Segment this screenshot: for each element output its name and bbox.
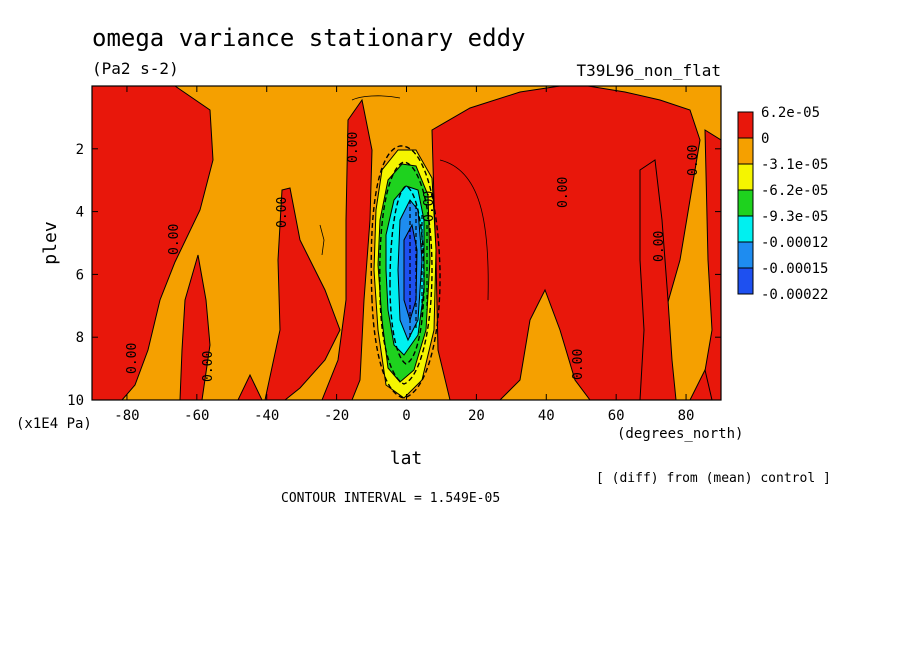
region-np-column — [699, 129, 721, 400]
colorbar-label: -0.00015 — [761, 261, 828, 277]
colorbar-swatch — [737, 189, 754, 217]
y-axis: 2 4 6 8 10 — [67, 142, 721, 409]
y-tick-label: 10 — [67, 393, 84, 409]
x-axis-label: lat — [390, 448, 423, 469]
contour-label: 0.00 — [652, 231, 667, 262]
negative-core — [370, 145, 441, 399]
thin-contours — [319, 95, 489, 301]
region-sp-high — [92, 86, 214, 400]
region-sh-tower-a — [179, 254, 211, 400]
contour-label: 0.00 — [556, 177, 571, 208]
colorbar-label: -9.3e-05 — [761, 209, 828, 225]
x-tick-label: 20 — [468, 408, 485, 424]
colorbar-label: 0 — [761, 131, 769, 147]
colorbar-swatch — [737, 163, 754, 191]
contour-label: 0.00 — [346, 132, 361, 163]
contour-interval: CONTOUR INTERVAL = 1.549E-05 — [281, 491, 500, 506]
colorbar-label: -6.2e-05 — [761, 183, 828, 199]
y-tick-label: 2 — [76, 142, 84, 158]
x-axis-units: (degrees_north) — [617, 426, 743, 442]
colorbar-label: -0.00022 — [761, 287, 828, 303]
colorbar-swatch — [737, 111, 754, 139]
y-axis-label: plev — [40, 221, 61, 264]
x-tick-label: -60 — [184, 408, 209, 424]
contour-label: 0.00 — [167, 224, 182, 255]
x-tick-label: -80 — [114, 408, 139, 424]
chart-units: (Pa2 s-2) — [92, 59, 179, 78]
region-tropical-west — [321, 98, 373, 400]
colorbar-swatch — [737, 215, 754, 243]
y-tick-label: 4 — [76, 205, 84, 221]
colorbar-swatch — [737, 267, 754, 295]
colorbar: 6.2e-05 0 -3.1e-05 -6.2e-05 -9.3e-05 -0.00012… — [737, 105, 828, 303]
y-axis-units: (x1E4 Pa) — [16, 416, 92, 432]
region-sh-tower-b — [264, 187, 341, 400]
contour-label: 0.00 — [201, 351, 216, 382]
x-tick-label: 80 — [678, 408, 695, 424]
chart-title: omega variance stationary eddy — [92, 24, 525, 52]
region-tropical-east — [431, 86, 701, 400]
x-tick-label: -20 — [324, 408, 349, 424]
x-tick-label: -40 — [254, 408, 279, 424]
x-tick-label: 60 — [608, 408, 625, 424]
plot-area: 0.00 0.00 0.00 0.00 0.00 0.00 0.00 0.00 … — [92, 86, 721, 400]
contour-label: 0.00 — [422, 191, 437, 222]
diff-note: [ (diff) from (mean) control ] — [596, 471, 831, 486]
region-ne-tower — [639, 159, 677, 400]
region-sh-base — [237, 373, 263, 400]
colorbar-label: -3.1e-05 — [761, 157, 828, 173]
x-tick-label: 40 — [538, 408, 555, 424]
positive-regions — [92, 86, 721, 400]
contour-label: 0.00 — [686, 145, 701, 176]
colorbar-label: -0.00012 — [761, 235, 828, 251]
y-tick-label: 8 — [76, 330, 84, 346]
colorbar-label: 6.2e-05 — [761, 105, 820, 121]
contour-line-labels: 0.00 0.00 0.00 0.00 0.00 0.00 0.00 0.00 … — [125, 132, 701, 382]
contour-label: 0.00 — [275, 197, 290, 228]
contour-label: 0.00 — [571, 349, 586, 380]
x-axis: -80 -60 -40 -20 0 20 40 60 80 — [114, 86, 694, 424]
colorbar-swatch — [737, 137, 754, 165]
y-tick-label: 6 — [76, 267, 84, 283]
colorbar-swatch — [737, 241, 754, 269]
contour-label: 0.00 — [125, 343, 140, 374]
run-label: T39L96_non_flat — [577, 61, 722, 80]
region-np-base — [689, 368, 713, 400]
x-tick-label: 0 — [402, 408, 410, 424]
